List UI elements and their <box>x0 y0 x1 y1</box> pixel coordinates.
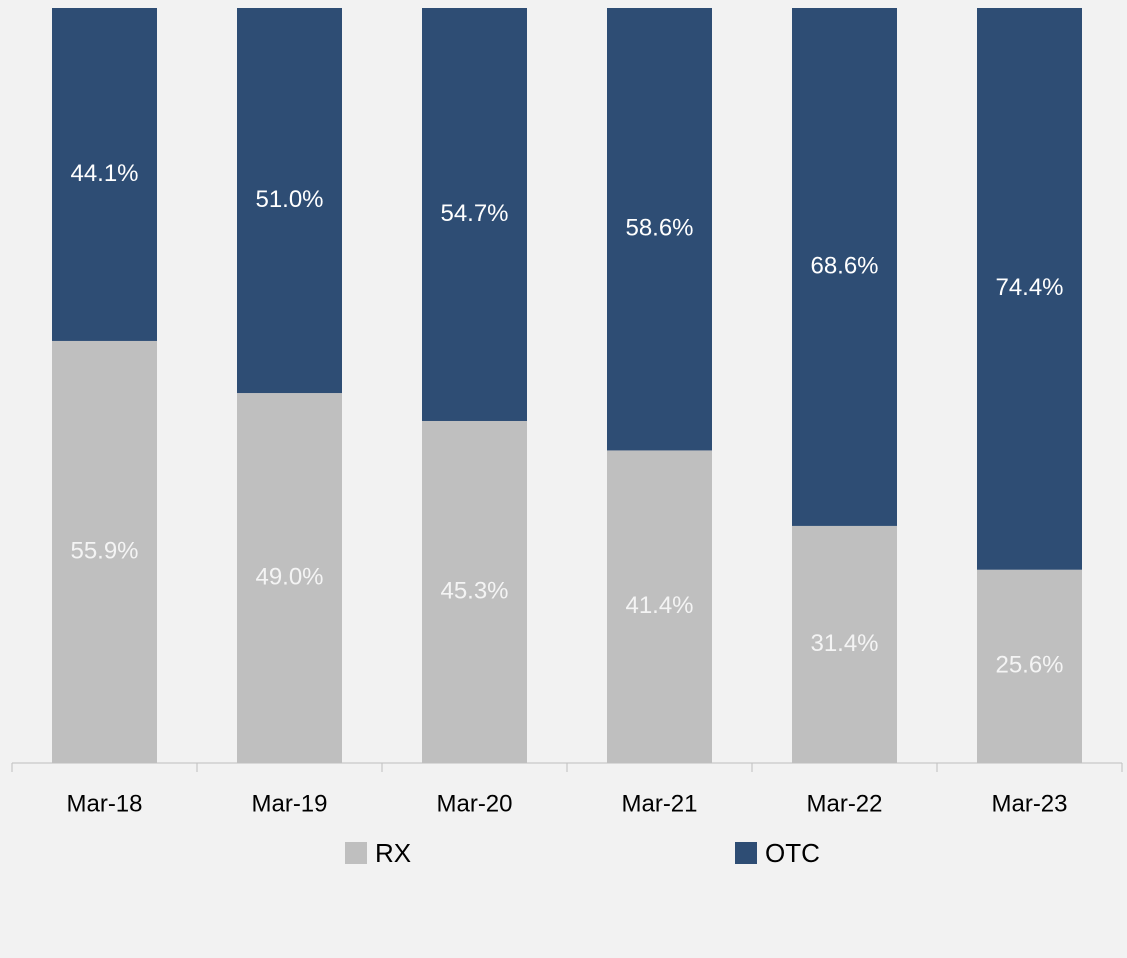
legend-label: OTC <box>765 838 820 868</box>
data-label: 41.4% <box>625 592 693 619</box>
bar-segment <box>792 8 897 526</box>
legend-label: RX <box>375 838 411 868</box>
data-label: 68.6% <box>810 252 878 279</box>
bar-segment <box>422 420 527 763</box>
data-label: 54.7% <box>440 200 508 227</box>
bar-segment <box>607 8 712 451</box>
bar-segment <box>422 8 527 421</box>
bar-segment <box>52 340 157 763</box>
data-label: 25.6% <box>995 652 1063 679</box>
bar-segment <box>977 8 1082 570</box>
data-label: 44.1% <box>70 160 138 187</box>
legend-swatch <box>345 842 367 864</box>
x-tick-label: Mar-22 <box>806 790 882 817</box>
x-tick-label: Mar-23 <box>991 790 1067 817</box>
bar-segment <box>792 525 897 763</box>
data-label: 51.0% <box>255 186 323 213</box>
data-label: 49.0% <box>255 563 323 590</box>
x-tick-label: Mar-19 <box>251 790 327 817</box>
data-label: 74.4% <box>995 274 1063 301</box>
x-tick-label: Mar-21 <box>621 790 697 817</box>
x-tick-label: Mar-20 <box>436 790 512 817</box>
bar-segment <box>237 393 342 763</box>
data-label: 45.3% <box>440 577 508 604</box>
data-label: 58.6% <box>625 215 693 242</box>
bar-segment <box>607 450 712 763</box>
bar-segment <box>977 569 1082 763</box>
data-label: 31.4% <box>810 630 878 657</box>
bar-segment <box>237 8 342 394</box>
legend-swatch <box>735 842 757 864</box>
x-tick-label: Mar-18 <box>66 790 142 817</box>
bar-segment <box>52 8 157 341</box>
data-label: 55.9% <box>70 537 138 564</box>
